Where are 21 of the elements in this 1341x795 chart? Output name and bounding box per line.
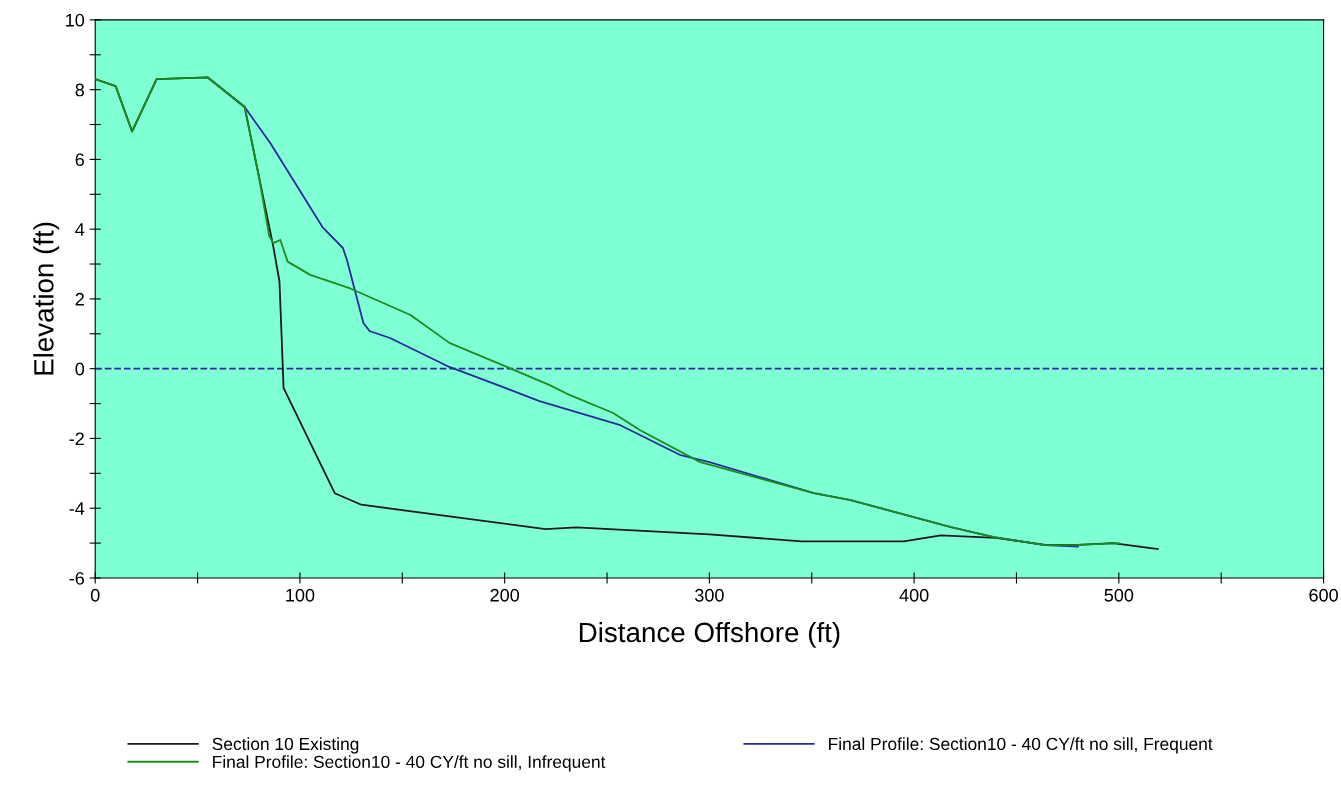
y-axis-title: Elevation (ft) xyxy=(33,222,60,375)
y-tick-label: -6 xyxy=(69,571,84,585)
y-tick-label: 4 xyxy=(75,223,85,236)
x-tick-label: 500 xyxy=(1104,588,1134,602)
legend-label: Final Profile: Section10 - 40 CY/ft no sill, Frequent xyxy=(829,737,1213,754)
y-tick-label: 0 xyxy=(75,362,85,376)
x-tick-label: 100 xyxy=(286,588,315,602)
x-tick-label: 200 xyxy=(490,588,520,602)
x-tick-label: 600 xyxy=(1309,588,1338,602)
y-tick-label: -2 xyxy=(69,432,84,445)
x-tick-label: 400 xyxy=(899,588,929,602)
y-tick-label: 8 xyxy=(75,83,85,97)
x-axis-title: Distance Offshore (ft) xyxy=(579,621,840,648)
y-tick-label: 10 xyxy=(66,13,85,27)
legend-label: Section 10 Existing xyxy=(212,737,359,754)
legend-label: Final Profile: Section10 - 40 CY/ft no sill, Infrequent xyxy=(213,755,606,772)
y-tick-label: 6 xyxy=(75,153,84,167)
y-tick-label: -4 xyxy=(69,502,85,515)
y-tick-label: 2 xyxy=(75,292,84,306)
x-tick-label: 0 xyxy=(90,588,100,602)
x-tick-label: 300 xyxy=(695,588,724,602)
